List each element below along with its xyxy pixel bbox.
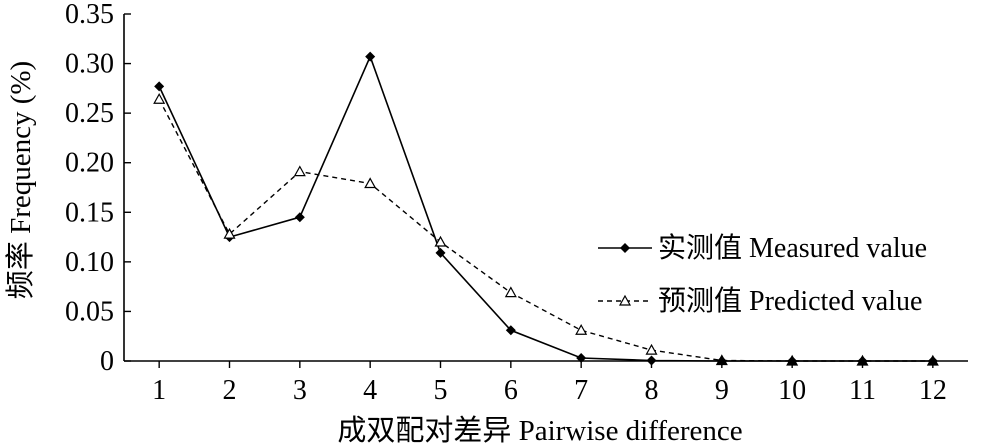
legend: 实测值 Measured value 预测值 Predicted value bbox=[598, 232, 927, 317]
x-tick-label: 5 bbox=[434, 375, 448, 406]
x-tick-label: 9 bbox=[715, 375, 729, 406]
data-point-measured bbox=[646, 355, 657, 366]
y-tick-label: 0.05 bbox=[65, 296, 114, 327]
x-tick-label: 4 bbox=[363, 375, 377, 406]
y-axis-title: 频率 Frequency (%) bbox=[4, 61, 37, 299]
y-tick-label: 0.35 bbox=[65, 0, 114, 30]
y-tick-label: 0.20 bbox=[65, 148, 114, 179]
data-point-predicted bbox=[223, 227, 236, 239]
data-point-predicted bbox=[856, 354, 869, 366]
legend-predicted-marker bbox=[618, 294, 632, 306]
x-tick-label: 7 bbox=[574, 375, 588, 406]
series-group bbox=[153, 51, 939, 366]
y-tick-label: 0.15 bbox=[65, 197, 114, 228]
series-line-predicted bbox=[158, 98, 933, 362]
legend-measured-label: 实测值 Measured value bbox=[658, 232, 927, 264]
data-point-measured bbox=[505, 325, 516, 336]
y-tick-label: 0.25 bbox=[65, 98, 114, 129]
data-point-predicted bbox=[926, 354, 939, 366]
data-point-measured bbox=[154, 81, 165, 92]
data-point-predicted bbox=[504, 286, 517, 298]
x-tick-label: 12 bbox=[919, 375, 947, 406]
data-point-measured bbox=[576, 353, 587, 364]
y-tick-label: 0.10 bbox=[65, 247, 114, 278]
data-point-predicted bbox=[293, 165, 306, 177]
x-tick-label: 10 bbox=[778, 375, 806, 406]
x-tick-label: 2 bbox=[223, 375, 237, 406]
data-point-measured bbox=[365, 51, 376, 62]
y-tick-label: 0 bbox=[100, 346, 114, 377]
x-tick-label: 11 bbox=[849, 375, 876, 406]
data-point-measured bbox=[435, 247, 446, 258]
data-point-predicted bbox=[645, 343, 658, 355]
data-point-predicted bbox=[575, 324, 588, 335]
y-tick-label: 0.30 bbox=[65, 49, 114, 80]
data-point-predicted bbox=[153, 93, 166, 104]
x-tick-label: 1 bbox=[152, 375, 166, 406]
data-point-predicted bbox=[364, 177, 377, 189]
legend-measured-marker bbox=[620, 243, 630, 253]
tick-labels: 00.050.100.150.200.250.300.351 2 3 4 5 6 7 8 9 10… bbox=[65, 0, 947, 406]
data-point-measured bbox=[294, 212, 305, 223]
legend-predicted-label: 预测值 Predicted value bbox=[658, 285, 922, 317]
x-tick-label: 8 bbox=[645, 375, 659, 406]
x-axis-title: 成双配对差异 Pairwise difference bbox=[337, 414, 742, 447]
data-point-predicted bbox=[786, 354, 799, 366]
data-point-predicted bbox=[434, 235, 447, 247]
x-tick-label: 6 bbox=[504, 375, 518, 406]
data-point-predicted bbox=[715, 354, 728, 366]
x-tick-label: 3 bbox=[293, 375, 307, 406]
